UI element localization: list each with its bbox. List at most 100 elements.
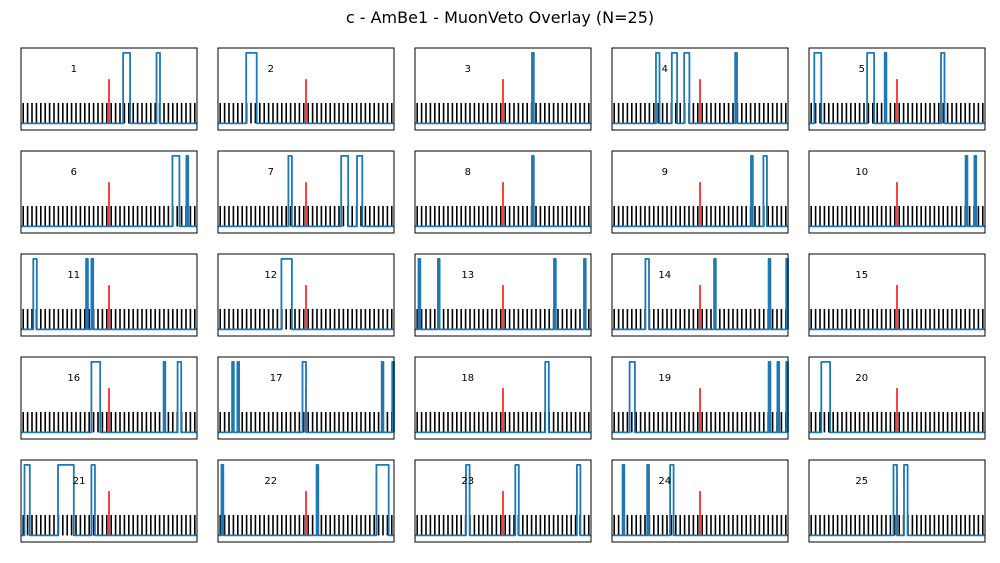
chart-title: c - AmBe1 - MuonVeto Overlay (N=25) [345, 8, 655, 27]
series-trace [21, 464, 197, 537]
panel-22: 22 [217, 459, 395, 543]
panel-label: 10 [855, 167, 868, 178]
panel-frame [20, 459, 198, 543]
series-trace [612, 155, 788, 228]
panel-frame [217, 47, 395, 131]
panel-13: 13 [414, 253, 592, 337]
panel-label: 13 [461, 270, 474, 281]
panel-24: 24 [611, 459, 789, 543]
panel-label: 19 [658, 373, 671, 384]
series-trace [218, 155, 394, 228]
panel-frame [414, 253, 592, 337]
panel-18: 18 [414, 356, 592, 440]
panel-label: 23 [461, 476, 474, 487]
panel-14: 14 [611, 253, 789, 337]
panel-frame [20, 47, 198, 131]
panel-21: 21 [20, 459, 198, 543]
series-trace [218, 464, 394, 537]
series-trace [612, 361, 789, 434]
panel-frame [217, 356, 395, 440]
series-trace [21, 52, 197, 125]
panel-12: 12 [217, 253, 395, 337]
panel-2: 2 [217, 47, 395, 131]
panel-frame [808, 253, 986, 337]
panel-label: 3 [465, 64, 471, 75]
series-trace [218, 52, 394, 125]
panel-label: 22 [264, 476, 277, 487]
series-trace [21, 258, 197, 331]
panel-10: 10 [808, 150, 986, 234]
panel-label: 15 [855, 270, 868, 281]
series-trace [809, 52, 985, 125]
series-trace [809, 464, 985, 537]
panel-4: 4 [611, 47, 789, 131]
panel-frame [611, 150, 789, 234]
panel-25: 25 [808, 459, 986, 543]
panel-3: 3 [414, 47, 592, 131]
panel-frame [808, 47, 986, 131]
panel-label: 24 [658, 476, 671, 487]
panel-1: 1 [20, 47, 198, 131]
panel-7: 7 [217, 150, 395, 234]
series-trace [415, 155, 591, 228]
panel-label: 7 [268, 167, 274, 178]
panel-frame [217, 253, 395, 337]
panel-frame [414, 150, 592, 234]
panel-11: 11 [20, 253, 198, 337]
panel-17: 17 [217, 356, 395, 440]
panel-label: 12 [264, 270, 277, 281]
panel-frame [611, 356, 789, 440]
series-trace [415, 464, 591, 537]
series-trace [809, 361, 985, 434]
series-trace [415, 361, 591, 434]
panel-frame [808, 356, 986, 440]
panel-frame [20, 356, 198, 440]
series-trace [218, 361, 395, 434]
panel-label: 14 [658, 270, 671, 281]
panel-label: 20 [855, 373, 868, 384]
panel-5: 5 [808, 47, 986, 131]
panel-9: 9 [611, 150, 789, 234]
panel-label: 9 [662, 167, 668, 178]
panel-label: 4 [662, 64, 668, 75]
panel-frame [808, 150, 986, 234]
series-trace [612, 464, 788, 537]
panel-label: 5 [859, 64, 865, 75]
panel-15: 15 [808, 253, 986, 337]
series-trace [809, 155, 985, 228]
panel-16: 16 [20, 356, 198, 440]
panel-19: 19 [611, 356, 789, 440]
panel-frame [611, 47, 789, 131]
panel-6: 6 [20, 150, 198, 234]
series-trace [21, 155, 197, 228]
panel-label: 1 [71, 64, 77, 75]
panel-8: 8 [414, 150, 592, 234]
panel-frame [414, 47, 592, 131]
panel-frame [808, 459, 986, 543]
panel-23: 23 [414, 459, 592, 543]
panel-label: 17 [270, 373, 283, 384]
panel-label: 8 [465, 167, 471, 178]
panel-label: 6 [71, 167, 77, 178]
panel-label: 11 [67, 270, 80, 281]
panel-label: 16 [67, 373, 80, 384]
panel-frame [611, 253, 789, 337]
panel-frame [217, 459, 395, 543]
panel-label: 21 [73, 476, 86, 487]
panel-frame [414, 459, 592, 543]
panel-label: 2 [268, 64, 274, 75]
panel-frame [20, 253, 198, 337]
panel-frame [20, 150, 198, 234]
series-trace [612, 258, 789, 331]
panel-frame [217, 150, 395, 234]
series-trace [415, 258, 591, 331]
panel-20: 20 [808, 356, 986, 440]
series-trace [612, 52, 788, 125]
series-trace [415, 52, 591, 125]
series-trace [21, 361, 197, 434]
panel-label: 25 [855, 476, 868, 487]
series-trace [218, 258, 394, 331]
panel-frame [414, 356, 592, 440]
panel-frame [611, 459, 789, 543]
